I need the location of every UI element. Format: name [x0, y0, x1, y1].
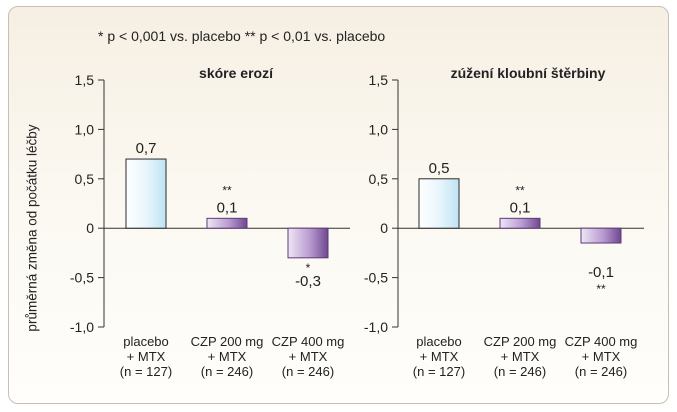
data-label-1-0: 0,5	[429, 160, 450, 177]
significance-mark-0-1: **	[222, 183, 232, 197]
data-label-0-1: 0,1	[217, 199, 238, 216]
y-tick-label-0-3: 0	[86, 220, 94, 236]
category-label-1-0-2: (n = 127)	[413, 364, 465, 379]
data-label-0-2: -0,3	[295, 273, 321, 290]
category-label-0-1-2: (n = 246)	[201, 364, 253, 379]
category-label-0-0-2: (n = 127)	[120, 364, 172, 379]
y-tick-label-1-2: 0,5	[369, 171, 389, 187]
category-label-0-0-1: + MTX	[127, 349, 166, 364]
chart-title-1: zúžení kloubní štěrbiny	[451, 65, 606, 81]
category-label-1-1-0: CZP 200 mg	[484, 334, 557, 349]
bar-1-2	[580, 227, 622, 244]
category-label-1-0-0: placebo	[416, 334, 462, 349]
y-tick-label-1-4: -0,5	[364, 270, 388, 286]
significance-footnote: * p < 0,001 vs. placebo ** p < 0,01 vs. …	[98, 28, 386, 44]
category-label-0-2-0: CZP 400 mg	[272, 334, 345, 349]
category-label-1-2-2: (n = 246)	[575, 364, 627, 379]
bar-0-0	[125, 158, 167, 229]
bar-1-1	[499, 217, 541, 229]
chart-title-0: skóre erozí	[199, 65, 274, 81]
data-label-1-1: 0,1	[510, 199, 531, 216]
bar-0-1	[206, 217, 248, 229]
category-label-0-2-1: + MTX	[289, 349, 328, 364]
significance-mark-1-1: **	[515, 183, 525, 197]
y-tick-label-1-0: 1,5	[369, 72, 389, 88]
significance-mark-0-2: *	[306, 261, 311, 275]
y-tick-label-0-1: 1,0	[75, 121, 95, 137]
category-label-1-2-1: + MTX	[582, 349, 621, 364]
category-label-1-1-2: (n = 246)	[494, 364, 546, 379]
y-tick-label-1-3: 0	[380, 220, 388, 236]
category-label-0-0-0: placebo	[123, 334, 169, 349]
category-label-1-1-1: + MTX	[501, 349, 540, 364]
category-label-1-2-0: CZP 400 mg	[565, 334, 638, 349]
category-label-1-0-1: + MTX	[420, 349, 459, 364]
data-label-1-2: -0,1	[588, 264, 614, 281]
data-label-0-0: 0,7	[136, 140, 157, 157]
y-tick-label-0-5: -1,0	[70, 319, 94, 335]
bar-0-2	[287, 227, 329, 259]
y-tick-label-0-0: 1,5	[75, 72, 95, 88]
y-tick-label-1-1: 1,0	[369, 121, 389, 137]
y-tick-label-1-5: -1,0	[364, 319, 388, 335]
category-label-0-1-0: CZP 200 mg	[191, 334, 264, 349]
category-label-0-2-2: (n = 246)	[282, 364, 334, 379]
y-tick-label-0-2: 0,5	[75, 171, 95, 187]
bar-1-0	[418, 178, 460, 229]
significance-mark-1-2: **	[596, 282, 606, 296]
y-tick-label-0-4: -0,5	[70, 270, 94, 286]
chart-panel	[8, 6, 669, 404]
category-label-0-1-1: + MTX	[208, 349, 247, 364]
